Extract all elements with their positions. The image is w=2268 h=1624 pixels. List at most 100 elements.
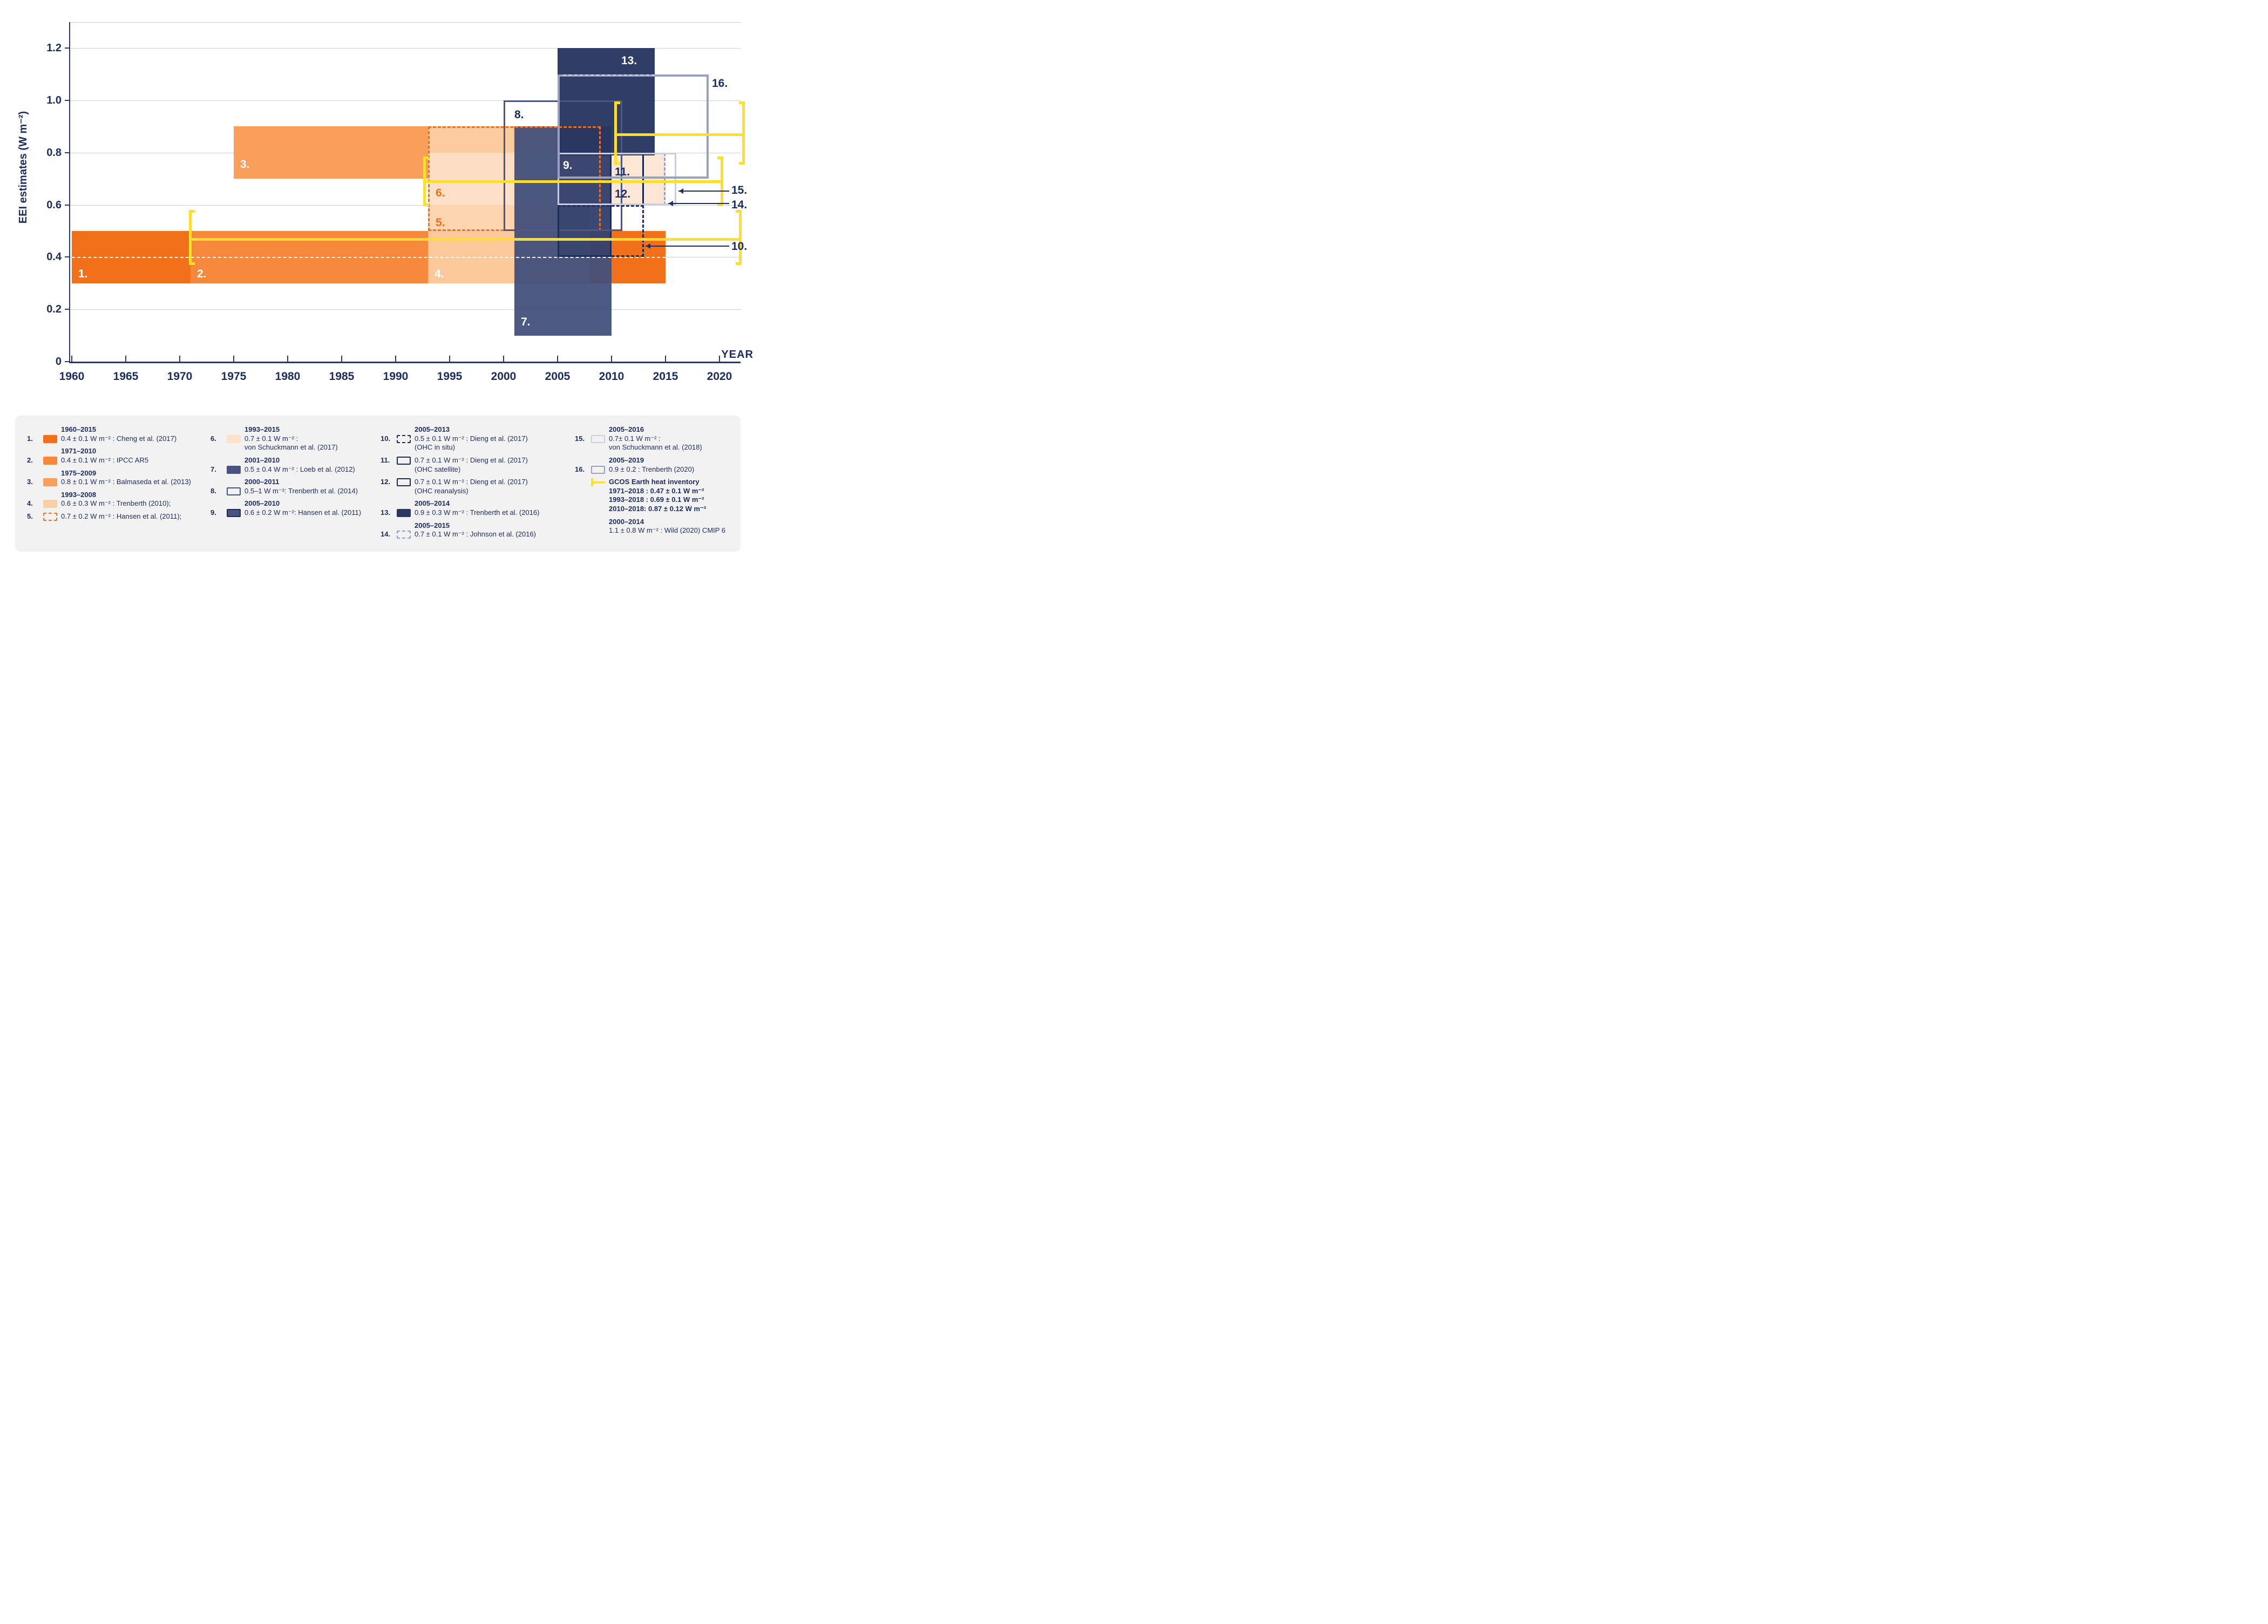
legend-text-cont-10: (OHC in situ)	[415, 443, 456, 452]
legend-row-14: 14. 0.7 ± 0.1 W m⁻² : Johnson et al. (201…	[381, 530, 575, 539]
legend-heading-2: 1971–2010	[61, 447, 97, 456]
legend-row-gcos: GCOS Earth heat inventory	[575, 478, 732, 487]
eei-estimates-figure: EEI estimates (W m⁻²) YEAR 0 0.2 0.4 0.6 0.8…	[0, 0, 756, 562]
gridline-1.2	[69, 48, 741, 49]
x-tick-mark-2010	[611, 356, 612, 362]
y-tick-mark	[65, 309, 69, 310]
legend-text-cont-6: von Schuckmann et al. (2017)	[245, 443, 338, 452]
legend-number-1: 1.	[27, 434, 33, 443]
x-tick-label-2010: 2010	[599, 370, 624, 383]
legend-heading-16: 2005–2019	[609, 456, 644, 464]
legend-heading-10: 2005–2013	[415, 425, 450, 433]
x-tick-mark-1985	[341, 356, 342, 362]
legend-text-9: 0.6 ± 0.2 W m⁻²: Hansen et al. (2011)	[245, 508, 362, 517]
plot-label-15: 15.	[731, 184, 748, 196]
legend-text-1: 0.4 ± 0.1 W m⁻² : Cheng et al. (2017)	[61, 434, 177, 443]
legend-text-16: 0.9 ± 0.2 : Trenberth (2020)	[609, 465, 695, 473]
legend-item-8: 2000–2011 8. 0.5–1 W m⁻²: Trenberth et al.…	[210, 478, 381, 495]
y-tick-mark	[65, 152, 69, 153]
x-tick-label-1975: 1975	[221, 370, 247, 383]
legend-heading-wild: 2000–2014	[609, 517, 644, 526]
plot-label-16: 16.	[712, 77, 728, 90]
legend-number-2: 2.	[27, 456, 33, 464]
x-tick-label-1995: 1995	[437, 370, 463, 383]
x-tick-label-1960: 1960	[59, 370, 85, 383]
legend-swatch-2	[43, 456, 57, 465]
legend-swatch-1	[43, 434, 57, 443]
x-tick-mark-1995	[449, 356, 450, 362]
legend-number-13: 13.	[381, 508, 391, 517]
box-16-estimate	[558, 74, 709, 179]
legend-column-2: 1993–2015 6. 0.7 ± 0.1 W m⁻² : von Schuckma…	[210, 425, 381, 543]
x-tick-mark-2000	[503, 356, 504, 362]
gcos-line-2010–2018	[616, 133, 743, 136]
y-tick-mark	[65, 47, 69, 49]
legend-text-7: 0.5 ± 0.4 W m⁻² : Loeb et al. (2012)	[245, 465, 355, 473]
legend-number-7: 7.	[210, 465, 216, 473]
plot-label-2: 2.	[197, 267, 207, 280]
legend-swatch-12	[397, 478, 411, 487]
legend-panel: 1960–2015 1. 0.4 ± 0.1 W m⁻² : Cheng et al…	[15, 416, 741, 552]
x-tick-label-1990: 1990	[383, 370, 409, 383]
y-axis-line	[69, 22, 70, 362]
x-tick-mark-1960	[71, 356, 72, 362]
x-tick-label-1985: 1985	[329, 370, 355, 383]
plot-label-13: 13.	[621, 55, 637, 67]
x-tick-mark-2020	[719, 356, 720, 362]
legend-text-4: 0.6 ± 0.3 W m⁻² : Trenberth (2010);	[61, 499, 171, 508]
central-value-line	[563, 74, 655, 76]
gcos-bracket-right-1971–2018	[736, 210, 742, 265]
x-tick-label-1970: 1970	[167, 370, 193, 383]
legend-row-13: 13. 0.9 ± 0.3 W m⁻² : Trenberth et al. (2…	[381, 508, 575, 518]
legend-item-gcos: GCOS Earth heat inventory 1971–2018 : 0.4…	[575, 478, 732, 514]
legend-column-3: 2005–2013 10. 0.5 ± 0.1 W m⁻² : Dieng et a…	[381, 425, 575, 543]
legend-swatch-gcos	[591, 478, 605, 487]
legend-item-12: 12. 0.7 ± 0.1 W m⁻² : Dieng et al. (2017)…	[381, 478, 575, 495]
gcos-bracket-left-2010–2018	[614, 101, 620, 165]
plot-label-8: 8.	[514, 108, 524, 121]
legend-row-5: 5. 0.7 ± 0.2 W m⁻² : Hansen et al. (2011)…	[27, 512, 210, 521]
legend-heading-9: 2005–2010	[245, 499, 280, 508]
plot-label-14: 14.	[731, 198, 748, 211]
legend-number-14: 14.	[381, 530, 391, 539]
legend-item-7: 2001–2010 7. 0.5 ± 0.4 W m⁻² : Loeb et al.…	[210, 456, 381, 474]
gcos-bracket-left-1993–2018	[423, 157, 429, 206]
x-tick-mark-2015	[665, 356, 666, 362]
legend-item-6: 1993–2015 6. 0.7 ± 0.1 W m⁻² : von Schuckma…	[210, 425, 381, 452]
y-tick-label-0.2: 0.2	[46, 303, 62, 316]
legend-text-cont-15: von Schuckmann et al. (2018)	[609, 443, 702, 452]
x-tick-mark-1980	[287, 356, 288, 362]
gcos-line-1993–2018	[425, 180, 722, 184]
legend-swatch-9	[227, 509, 241, 517]
legend-swatch-10	[397, 434, 411, 443]
legend-text-12: 0.7 ± 0.1 W m⁻² : Dieng et al. (2017)	[415, 478, 528, 486]
legend-row-7: 7. 0.5 ± 0.4 W m⁻² : Loeb et al. (2012)	[210, 465, 381, 474]
legend-text-13: 0.9 ± 0.3 W m⁻² : Trenberth et al. (2016…	[415, 508, 540, 517]
legend-text-2: 0.4 ± 0.1 W m⁻² : IPCC AR5	[61, 456, 149, 464]
legend-text-cont-gcos: 1993–2018 : 0.69 ± 0.1 W m⁻²	[609, 495, 704, 504]
legend-heading-4: 1993–2008	[61, 490, 97, 499]
legend-item-4: 1993–2008 4. 0.6 ± 0.3 W m⁻² : Trenberth (…	[27, 491, 210, 508]
legend-row-10: 10. 0.5 ± 0.1 W m⁻² : Dieng et al. (2017)	[381, 434, 575, 444]
x-tick-label-2005: 2005	[545, 370, 571, 383]
legend-text-8: 0.5–1 W m⁻²: Trenberth et al. (2014)	[245, 486, 358, 495]
legend-number-11: 11.	[381, 456, 390, 464]
legend-swatch-11	[397, 456, 411, 465]
central-value-line	[72, 257, 666, 259]
plot-label-7: 7.	[521, 316, 531, 329]
legend-row-3: 3. 0.8 ± 0.1 W m⁻² : Balmaseda et al. (20…	[27, 478, 210, 487]
legend-heading-14: 2005–2015	[415, 521, 450, 529]
legend-swatch-3	[43, 478, 57, 487]
y-tick-mark	[65, 204, 69, 206]
legend-text-3: 0.8 ± 0.1 W m⁻² : Balmaseda et al. (2013…	[61, 478, 191, 486]
legend-item-11: 11. 0.7 ± 0.1 W m⁻² : Dieng et al. (2017)…	[381, 456, 575, 474]
legend-number-16: 16.	[575, 465, 585, 473]
legend-heading-7: 2001–2010	[245, 456, 280, 464]
box-8-estimate	[504, 100, 622, 231]
x-tick-mark-1990	[395, 356, 396, 362]
y-tick-label-0.6: 0.6	[46, 199, 62, 211]
gcos-line-1971–2018	[191, 237, 740, 241]
legend-text-5: 0.7 ± 0.2 W m⁻² : Hansen et al. (2011);	[61, 512, 182, 520]
legend-swatch-13	[397, 509, 411, 517]
legend-item-10: 2005–2013 10. 0.5 ± 0.1 W m⁻² : Dieng et a…	[381, 425, 575, 452]
